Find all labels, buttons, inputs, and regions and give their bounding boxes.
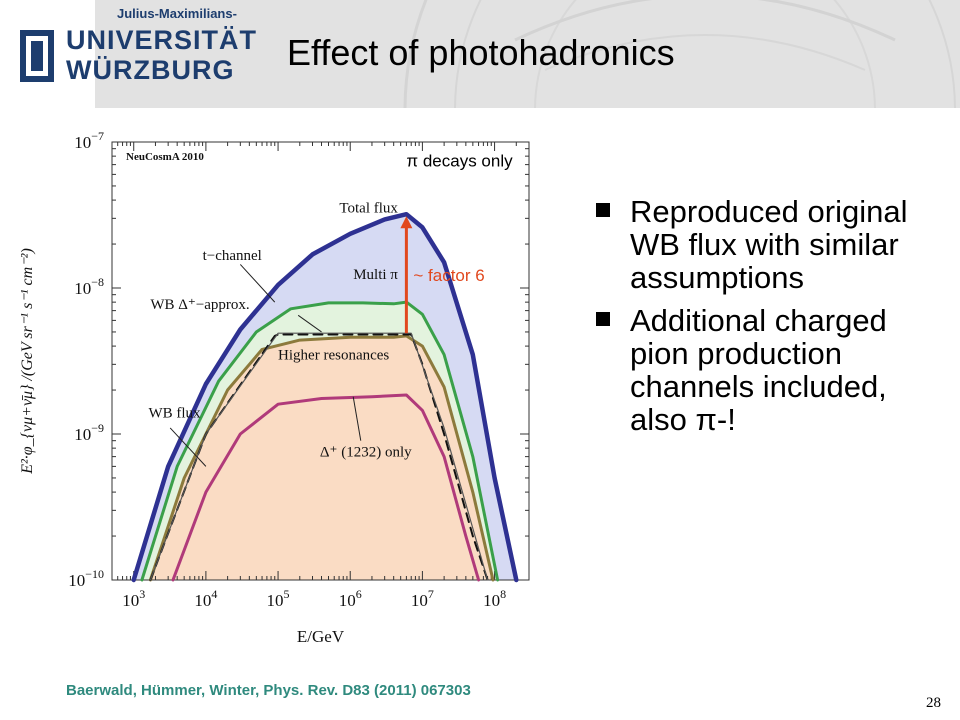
page-number: 28 — [926, 695, 941, 711]
series-line — [131, 211, 519, 583]
y-tick-label: 10−8 — [74, 275, 104, 298]
logo-mark-icon — [20, 30, 54, 82]
series-line — [149, 332, 489, 581]
x-axis-label: E/GeV — [297, 627, 345, 646]
y-tick-label: 10−9 — [74, 421, 104, 444]
x-tick-label: 103 — [122, 587, 145, 610]
citation[interactable]: Baerwald, Hümmer, Winter, Phys. Rev. D83… — [66, 682, 471, 699]
chart-annotation: Total flux — [339, 200, 398, 216]
slide-title: Effect of photohadronics — [287, 32, 675, 73]
x-tick-label: 105 — [267, 587, 290, 610]
chart-annotation: Multi π — [353, 267, 398, 283]
y-tick-label: 10−7 — [74, 129, 104, 152]
annotation-leader — [352, 396, 362, 441]
neutrino-flux-chart: 103 104 105 106 107 108 10−10 10−9 10−8 10−7 Total… — [19, 129, 530, 646]
arrow-head-icon — [400, 216, 413, 229]
slide-header: Julius-Maximilians- UNIVERSITÄT WÜRZBURG… — [0, 0, 960, 108]
x-tick-label: 106 — [339, 587, 362, 610]
annotation-leader — [239, 264, 276, 303]
y-tick-label: 10−10 — [68, 567, 104, 590]
chart-annotation: t−channel — [203, 248, 262, 264]
square-bullet-icon — [596, 312, 610, 326]
bullet-list: Reproduced original WB flux with similar… — [596, 195, 936, 446]
corner-label: NeuCosmA 2010 — [126, 151, 204, 163]
university-seal-watermark — [403, 0, 956, 108]
logo-subtitle: Julius-Maximilians- — [117, 6, 237, 21]
header-band — [95, 0, 960, 108]
series-line — [171, 393, 481, 582]
chart-annotation: ~ factor 6 — [413, 266, 484, 285]
bullet-text: Reproduced original WB flux with similar… — [630, 194, 908, 295]
chart-annotation: π decays only — [406, 151, 513, 170]
x-tick-label: 104 — [194, 587, 217, 610]
plot-frame — [111, 141, 530, 581]
series-line — [140, 300, 500, 582]
series-line — [148, 334, 495, 582]
annotation-leader — [169, 427, 207, 467]
square-bullet-icon — [596, 203, 610, 217]
chart-annotation: Δ⁺ (1232) only — [320, 445, 412, 461]
x-tick-label: 107 — [411, 587, 434, 610]
bullet-item: Additional charged pion production chann… — [596, 304, 936, 436]
chart-annotation: WB flux — [148, 405, 201, 421]
bullet-text: Additional charged pion production chann… — [630, 303, 887, 437]
logo-line-1: UNIVERSITÄT — [66, 25, 258, 55]
bullet-item: Reproduced original WB flux with similar… — [596, 195, 936, 294]
x-tick-label: 108 — [483, 587, 506, 610]
annotation-leader — [297, 314, 322, 333]
logo-line-2: WÜRZBURG — [66, 55, 235, 85]
chart-annotation: WB Δ⁺−approx. — [150, 297, 249, 313]
y-axis-label: E²·φ_{νμ+ν̄μ} /(GeV sr⁻¹ s⁻¹ cm⁻²) — [19, 248, 36, 475]
chart-annotation: Higher resonances — [278, 347, 389, 363]
university-logo[interactable]: Julius-Maximilians- UNIVERSITÄT WÜRZBURG — [0, 0, 258, 108]
